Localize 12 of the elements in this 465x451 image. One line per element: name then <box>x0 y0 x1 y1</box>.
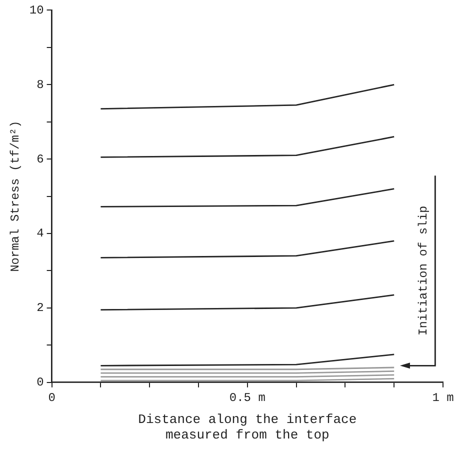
y-axis-title: Normal Stress (tf/m²) <box>8 120 22 272</box>
x-tick-label: 0.5 m <box>229 390 266 405</box>
y-tick-label: 6 <box>36 152 44 166</box>
y-tick-label: 8 <box>36 78 44 92</box>
x-tick-label: 1 m <box>432 390 454 405</box>
y-tick-label: 2 <box>36 301 44 316</box>
x-tick-label: 0 <box>48 390 56 405</box>
y-tick-label: 10 <box>29 3 44 18</box>
annotation: Initiation of slip <box>416 206 430 336</box>
x-axis-title: Distance along the interface measured from the top <box>138 412 357 443</box>
y-tick-label: 0 <box>36 376 44 390</box>
y-tick-label: 4 <box>36 226 44 241</box>
